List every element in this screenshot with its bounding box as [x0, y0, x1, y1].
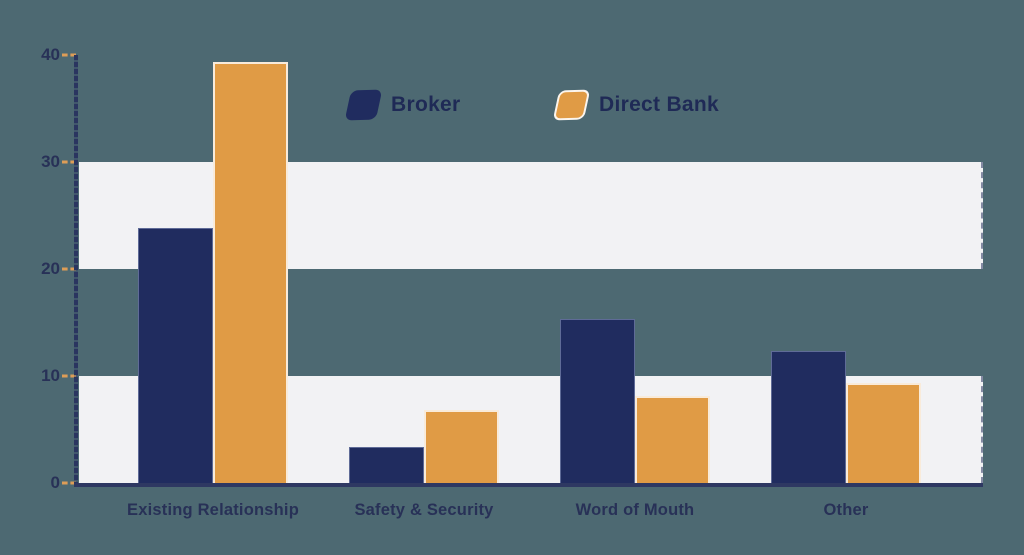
- legend-item-broker: Broker: [344, 89, 461, 121]
- y-axis-line: [74, 55, 78, 487]
- legend-item-direct-bank: Direct Bank: [552, 89, 720, 121]
- y-tick-dash-20: [62, 267, 76, 271]
- x-label-safety-security: Safety & Security: [354, 501, 494, 519]
- x-label-word-of-mouth: Word of Mouth: [575, 501, 695, 519]
- y-tick-dash-0: [62, 481, 76, 485]
- x-axis-line: [74, 483, 983, 487]
- bar-direct-bank-existing-relationship: [213, 62, 288, 483]
- bar-direct-bank-safety-security: [424, 410, 499, 483]
- bar-broker-existing-relationship: [138, 228, 213, 483]
- bar-broker-safety-security: [349, 446, 424, 483]
- y-tick-label-10: 10: [41, 366, 60, 385]
- y-tick-label-40: 40: [41, 45, 60, 64]
- broker-swatch-icon: [344, 89, 383, 121]
- x-label-existing-relationship: Existing Relationship: [127, 501, 299, 519]
- y-tick-dash-40: [62, 53, 76, 57]
- legend-label-direct-bank: Direct Bank: [599, 93, 720, 116]
- y-tick-dash-10: [62, 374, 76, 378]
- bar-broker-word-of-mouth: [560, 319, 635, 483]
- direct-bank-swatch-icon: [552, 89, 591, 121]
- bar-broker-other: [771, 351, 846, 483]
- bar-direct-bank-word-of-mouth: [635, 396, 710, 483]
- x-label-other: Other: [823, 501, 869, 519]
- y-tick-label-20: 20: [41, 259, 60, 278]
- y-tick-label-30: 30: [41, 152, 60, 171]
- bar-direct-bank-other: [846, 383, 921, 483]
- y-tick-label-0: 0: [50, 473, 60, 492]
- y-tick-dash-30: [62, 160, 76, 164]
- legend-label-broker: Broker: [391, 93, 461, 116]
